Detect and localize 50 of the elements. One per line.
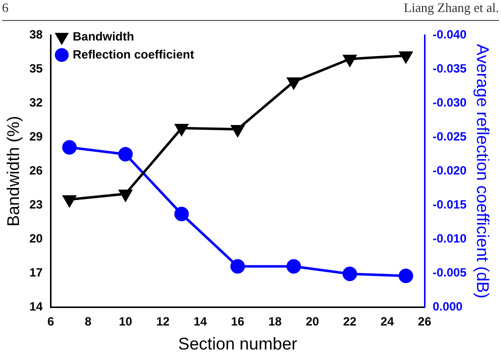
point: [175, 124, 188, 136]
point: [118, 146, 133, 162]
y-tick-label: 17: [29, 266, 44, 280]
y2-tick-label: -0.010: [432, 232, 467, 246]
x-tick-label: 8: [84, 314, 92, 329]
y2-tick-label: -0.005: [432, 266, 467, 280]
point: [230, 259, 245, 274]
y2-tick-label: -0.025: [432, 130, 467, 144]
point: [231, 125, 244, 137]
y-axis-title: Bandwidth (%): [4, 116, 23, 226]
x-tick-label: 20: [306, 314, 320, 329]
text: 6: [2, 0, 8, 17]
x-axis-title: Section number: [178, 334, 298, 354]
x-tick-label: 26: [418, 314, 432, 329]
point: [343, 54, 356, 66]
y-tick-label: 23: [29, 198, 44, 212]
y-tick-label: 35: [29, 62, 44, 76]
y-tick-label: 32: [29, 96, 44, 110]
point: [286, 259, 301, 274]
text: Liang Zhang et al.: [404, 0, 499, 17]
y-tick-label: 26: [29, 164, 44, 178]
y2-tick-label: -0.040: [432, 28, 467, 42]
point: [174, 206, 189, 222]
legend-label: Bandwidth: [72, 29, 134, 44]
x-tick-label: 10: [118, 314, 133, 329]
point: [62, 195, 76, 207]
x-tick-label: 12: [156, 314, 170, 329]
point: [62, 140, 77, 155]
x-tick-label: 18: [268, 314, 282, 329]
legend-label: Reflection coefficient: [72, 47, 194, 62]
x-tick-label: 6: [47, 314, 54, 329]
y2-tick-label: -0.035: [432, 62, 467, 76]
y2-tick-label: 0.000: [432, 300, 463, 314]
point: [398, 268, 414, 284]
y-tick-label: 14: [29, 300, 44, 314]
y-tick-label: 20: [29, 232, 44, 246]
point: [287, 77, 300, 89]
y2-tick-label: -0.020: [432, 164, 467, 178]
x-tick-label: 22: [343, 314, 357, 329]
y2-tick-label: -0.030: [432, 96, 467, 110]
y2-tick-label: -0.015: [432, 198, 467, 212]
point: [399, 51, 412, 63]
x-tick-label: 14: [194, 314, 208, 329]
point: [119, 190, 132, 202]
x-tick-label: 16: [230, 314, 245, 329]
x-tick-label: 24: [380, 314, 394, 329]
y2-axis-title: Average reflection coefficient (dB): [473, 44, 492, 298]
y-tick-label: 29: [29, 130, 44, 144]
point: [342, 266, 358, 282]
y-tick-label: 38: [29, 28, 44, 42]
